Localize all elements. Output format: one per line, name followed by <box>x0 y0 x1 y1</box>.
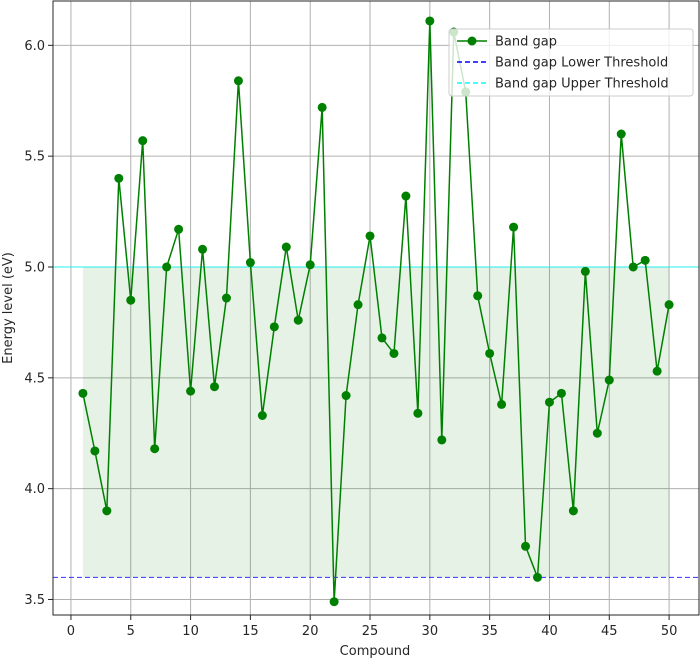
axes <box>52 0 700 616</box>
band-gap-point <box>78 388 88 398</box>
x-tick-label: 35 <box>481 624 498 639</box>
legend-label: Band gap Upper Threshold <box>495 77 669 92</box>
band-gap-point <box>437 435 447 445</box>
band-gap-point <box>568 506 578 516</box>
band-gap-point <box>90 446 100 456</box>
band-gap-line <box>82 20 670 603</box>
band-gap-point <box>497 399 507 409</box>
legend-swatch-marker <box>467 36 477 46</box>
threshold-band <box>82 266 670 578</box>
band-gap-point <box>233 76 243 86</box>
band-gap-point <box>186 386 196 396</box>
band-gap-point <box>628 262 638 272</box>
band-gap-point <box>544 397 554 407</box>
band-gap-point <box>341 391 351 401</box>
band-gap-point <box>245 258 255 268</box>
band-gap-point <box>616 129 626 139</box>
band-gap-point <box>126 295 136 305</box>
band-gap-point <box>664 300 674 310</box>
series-lines <box>78 16 674 607</box>
band-gap-point <box>353 300 363 310</box>
band-gap-point <box>521 541 531 551</box>
x-tick-label: 25 <box>362 624 379 639</box>
y-tick-label: 5.0 <box>24 260 45 275</box>
band-gap-point <box>377 333 387 343</box>
band-gap-point <box>592 428 602 438</box>
threshold-lines <box>53 266 699 578</box>
band-gap-point <box>425 16 435 26</box>
band-gap-point <box>269 322 279 332</box>
band-gap-point <box>174 224 184 234</box>
band-gap-point <box>102 506 112 516</box>
legend-box <box>448 28 694 97</box>
band-gap-point <box>652 366 662 376</box>
legend-label: Band gap Lower Threshold <box>495 56 668 71</box>
band-gap-point <box>138 136 148 146</box>
x-tick-label: 15 <box>242 624 259 639</box>
y-tick-label: 5.5 <box>24 150 45 165</box>
x-tick-label: 50 <box>661 624 678 639</box>
band-gap-point <box>221 293 231 303</box>
band-gap-point <box>293 315 303 325</box>
band-gap-point <box>329 597 339 607</box>
band-gap-point <box>509 222 519 232</box>
x-tick-label: 30 <box>422 624 439 639</box>
legend-label: Band gap <box>495 35 557 50</box>
band-gap-point <box>114 173 124 183</box>
band-gap-point <box>533 572 542 582</box>
x-tick-label: 10 <box>182 624 199 639</box>
band-gap-point <box>640 255 650 265</box>
plot-frame <box>52 0 700 616</box>
band-gap-point <box>485 348 495 358</box>
band-gap-point <box>210 382 219 392</box>
band-gap-point <box>281 242 291 252</box>
band-gap-point <box>556 388 566 398</box>
y-ticks: 3.5 4.0 4.5 5.0 5.5 6.0 <box>24 39 53 608</box>
y-tick-label: 4.0 <box>24 482 45 497</box>
band-gap-point <box>150 444 160 454</box>
band-gap-point <box>413 408 423 418</box>
band-gap-point <box>473 291 483 301</box>
band-gap-point <box>580 266 590 276</box>
x-axis-label: Compound <box>340 644 411 658</box>
band-gap-point <box>198 244 208 254</box>
band-gap-point <box>257 411 267 421</box>
band-gap-point <box>389 348 399 358</box>
y-tick-label: 3.5 <box>24 593 45 608</box>
x-tick-label: 45 <box>601 624 618 639</box>
band-gap-point <box>162 262 172 272</box>
x-tick-label: 5 <box>127 624 135 639</box>
y-tick-label: 4.5 <box>24 371 45 386</box>
band-gap-point <box>401 191 411 201</box>
band-gap-point <box>365 231 375 241</box>
band-gap-point <box>305 260 315 270</box>
x-ticks: 0 5 10 15 20 25 30 35 40 45 50 <box>67 615 678 639</box>
x-tick-label: 0 <box>67 624 75 639</box>
x-tick-label: 20 <box>302 624 319 639</box>
legend: Band gap Band gap Lower Threshold Band gap… <box>448 28 694 97</box>
band-gap-point <box>604 375 614 385</box>
threshold-shaded-region <box>82 266 670 578</box>
y-tick-label: 6.0 <box>24 39 45 54</box>
y-axis-label: Energy level (eV) <box>1 252 16 364</box>
band-gap-point <box>317 102 327 112</box>
x-tick-label: 40 <box>541 624 558 639</box>
